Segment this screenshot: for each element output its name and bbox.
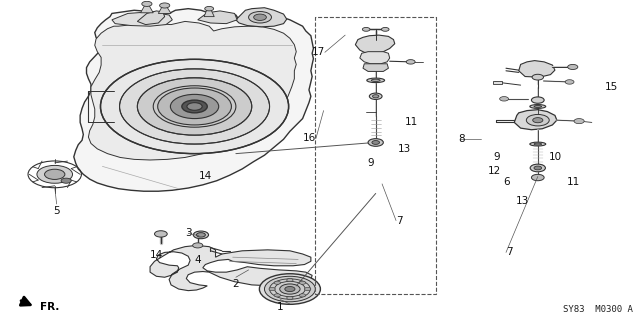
Text: 13: 13 [515,196,529,206]
Polygon shape [514,110,557,130]
Circle shape [45,169,65,180]
Ellipse shape [534,143,541,145]
Polygon shape [493,81,501,84]
Circle shape [280,284,300,294]
Circle shape [138,78,252,135]
Polygon shape [150,245,312,291]
Circle shape [406,60,415,64]
Circle shape [259,274,320,304]
Circle shape [287,278,293,282]
Circle shape [204,6,213,11]
Text: 6: 6 [503,177,510,187]
Polygon shape [89,21,296,160]
Circle shape [534,166,541,170]
Polygon shape [74,9,313,191]
Ellipse shape [534,106,541,108]
Circle shape [372,140,380,144]
Text: 2: 2 [233,279,239,290]
Circle shape [160,3,170,8]
Circle shape [142,1,152,6]
Polygon shape [360,52,390,64]
Text: 4: 4 [194,255,201,265]
Polygon shape [236,8,287,27]
Circle shape [532,74,543,80]
Text: 14: 14 [199,171,212,181]
Circle shape [285,286,295,292]
Text: 9: 9 [493,152,500,162]
Circle shape [120,69,269,144]
Circle shape [155,231,168,237]
Circle shape [574,119,584,124]
Circle shape [248,12,271,23]
Circle shape [264,276,315,302]
Polygon shape [112,12,173,26]
Circle shape [61,178,71,183]
Circle shape [530,164,545,172]
Polygon shape [363,64,389,71]
Circle shape [37,165,73,183]
Text: 12: 12 [488,166,501,176]
Text: 5: 5 [54,206,60,216]
Text: 14: 14 [150,250,163,260]
Text: 11: 11 [566,177,580,187]
Circle shape [196,233,205,237]
Circle shape [369,93,382,100]
Text: 9: 9 [368,158,374,168]
Polygon shape [159,5,171,13]
Polygon shape [141,4,154,13]
Circle shape [531,174,544,181]
Circle shape [499,97,508,101]
Circle shape [101,59,289,154]
Circle shape [299,281,306,284]
Ellipse shape [367,78,385,83]
Polygon shape [138,11,165,25]
Text: 15: 15 [605,82,618,92]
Circle shape [568,64,578,69]
Circle shape [373,95,379,98]
Ellipse shape [530,105,546,108]
Circle shape [171,94,218,119]
Text: 10: 10 [548,152,562,162]
Circle shape [531,97,544,103]
Circle shape [526,115,549,126]
Text: SY83  M0300 A: SY83 M0300 A [563,305,633,314]
Circle shape [274,294,280,297]
Circle shape [304,287,311,291]
Ellipse shape [530,142,546,146]
Circle shape [187,103,202,110]
Circle shape [158,88,231,125]
Text: FR.: FR. [40,302,59,312]
Circle shape [287,296,293,300]
Polygon shape [204,9,214,17]
Circle shape [254,14,266,20]
Text: 8: 8 [459,134,465,144]
Text: 7: 7 [506,247,513,257]
Circle shape [362,28,370,31]
Text: 16: 16 [303,133,316,143]
Text: 3: 3 [185,228,192,238]
Polygon shape [355,35,395,53]
Polygon shape [519,60,555,77]
Text: 1: 1 [277,302,283,312]
Bar [315,17,436,294]
Text: 13: 13 [398,144,412,154]
Circle shape [565,80,574,84]
Polygon shape [197,11,237,24]
Circle shape [192,243,203,248]
Circle shape [182,100,207,113]
Circle shape [269,287,275,291]
Text: 17: 17 [311,47,325,57]
Text: 11: 11 [405,117,419,127]
Circle shape [193,231,208,239]
Circle shape [382,28,389,31]
Ellipse shape [371,79,380,82]
Circle shape [368,139,383,146]
Circle shape [533,118,543,123]
Circle shape [299,294,306,297]
Circle shape [274,281,280,284]
Text: 7: 7 [396,216,403,226]
